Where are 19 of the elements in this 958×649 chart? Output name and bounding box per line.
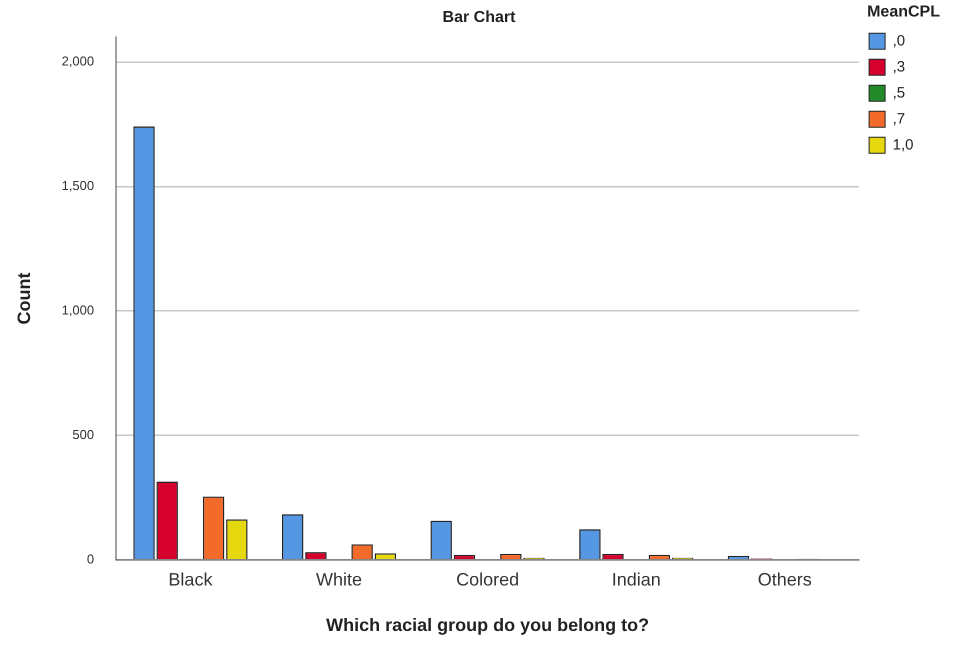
y-tick-label: 2,000	[62, 54, 94, 69]
chart-title: Bar Chart	[442, 9, 516, 26]
y-axis-title: Count	[14, 272, 34, 324]
x-tick-label: White	[316, 570, 362, 590]
x-tick-label: Black	[168, 570, 214, 590]
legend-label: ,0	[892, 32, 906, 50]
x-tick-label: Indian	[612, 570, 661, 590]
y-tick-label: 0	[86, 551, 94, 566]
x-tick-label: Others	[758, 570, 812, 590]
legend-label: ,5	[892, 84, 906, 102]
legend-title: MeanCPL	[867, 3, 940, 20]
x-axis-title: Which racial group do you belong to?	[326, 615, 650, 636]
y-tick-label: 1,500	[62, 178, 94, 194]
x-tick-label: Colored	[456, 570, 520, 590]
y-tick-label: 1,000	[62, 302, 94, 318]
legend-label: ,7	[892, 110, 906, 128]
y-tick-label: 500	[72, 426, 94, 442]
legend-label: ,3	[892, 58, 906, 76]
legend-label: 1,0	[892, 136, 914, 154]
